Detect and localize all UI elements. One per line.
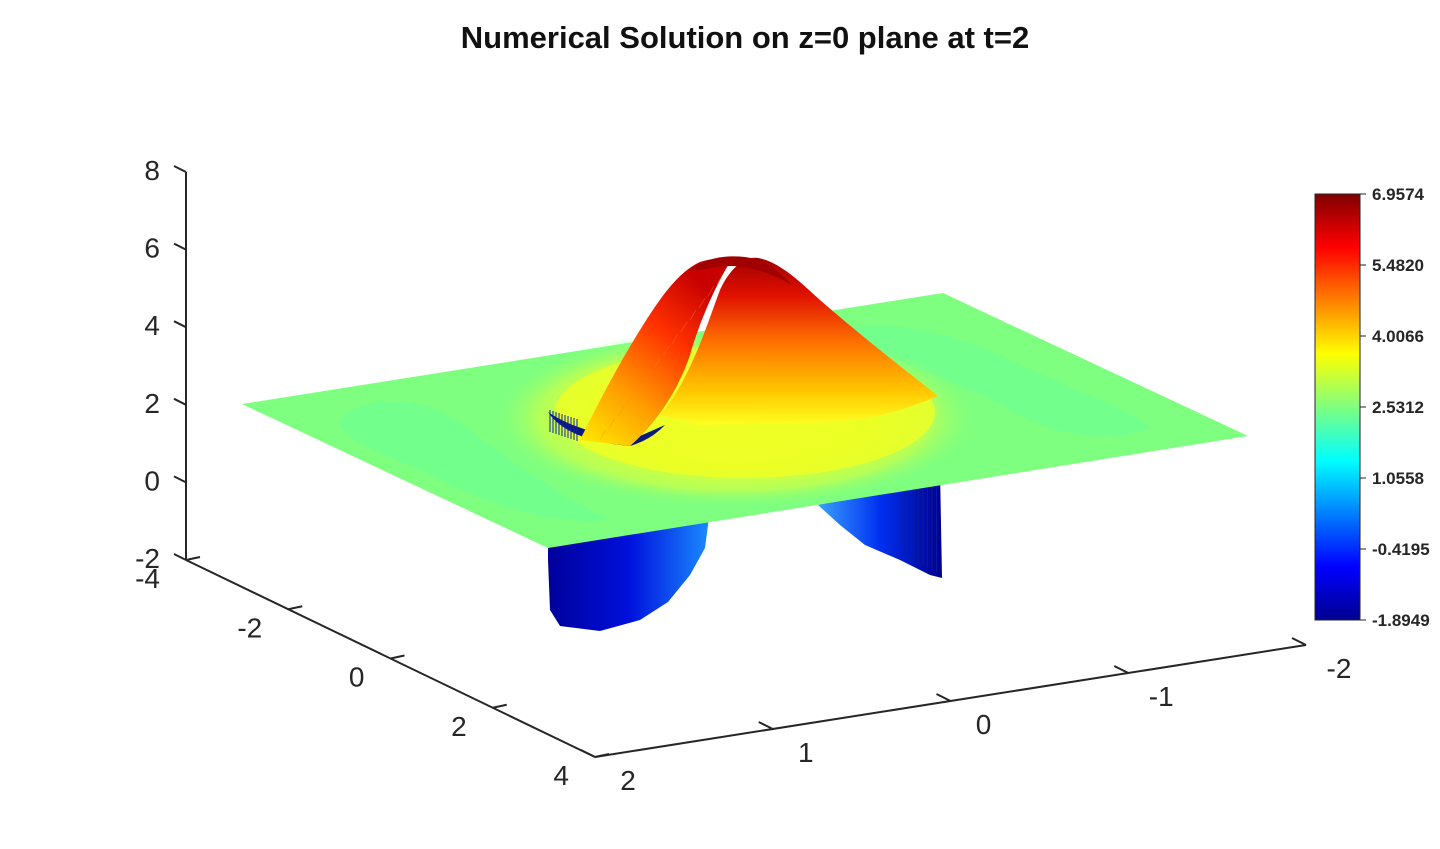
trough-striations — [904, 480, 937, 573]
y-tick-label: -4 — [135, 563, 160, 594]
colorbar-tick-label: 4.0066 — [1372, 327, 1424, 346]
z-tick-group: -2 0 2 4 6 8 — [135, 155, 187, 574]
left-striations — [549, 410, 578, 441]
hump-left-face — [580, 259, 730, 446]
y-tick-group: -4 -2 0 2 4 — [135, 556, 610, 791]
x-tick-label: 2 — [620, 765, 636, 796]
z-tick-mark — [173, 475, 187, 484]
colorbar: 6.9574 5.4820 4.0066 2.5312 1.0558 -0.4195 -1.… — [1314, 185, 1430, 630]
surface-facet — [707, 285, 715, 297]
colorbar-tick-label: -0.4195 — [1372, 540, 1430, 559]
side-lobe-right — [845, 325, 1150, 437]
x-tick-mark — [936, 693, 951, 702]
surface-facet — [599, 429, 607, 441]
y-tick-mark — [288, 605, 303, 611]
y-tick-mark — [185, 556, 201, 561]
x-tick-label: 1 — [798, 737, 814, 768]
y-tick-label: 2 — [451, 711, 467, 742]
z-tick-mark — [173, 397, 187, 406]
y-tick-label: -2 — [237, 612, 262, 643]
colorbar-tick-group: 6.9574 5.4820 4.0066 2.5312 1.0558 -0.4195 -1.… — [1360, 185, 1430, 630]
z-tick-label: -2 — [135, 543, 160, 574]
hump-right-face — [660, 257, 938, 425]
colorbar-rect — [1314, 193, 1361, 621]
hump-striations — [599, 273, 724, 441]
z-tick-label: 4 — [144, 310, 160, 341]
x-tick-group: -2 -1 0 1 2 — [580, 637, 1352, 796]
y-tick-mark — [594, 753, 610, 758]
y-tick-label: 0 — [349, 662, 365, 693]
surface-facet — [716, 273, 724, 285]
z-tick-label: 2 — [144, 388, 160, 419]
side-lobe-left — [340, 401, 610, 521]
chart-title: Numerical Solution on z=0 plane at t=2 — [461, 20, 1029, 55]
surface-facet — [644, 369, 652, 381]
z-tick-mark — [173, 320, 187, 329]
x-tick-mark — [758, 721, 774, 730]
x-tick-label: -2 — [1327, 653, 1352, 684]
x-tick-mark — [1291, 637, 1307, 646]
colorbar-tick-label: 5.4820 — [1372, 256, 1424, 275]
z-tick-label: 8 — [144, 155, 160, 186]
colorbar-tick-label: 2.5312 — [1372, 398, 1424, 417]
surface-facet — [680, 321, 688, 333]
x-tick-mark — [580, 749, 596, 758]
z-tick-mark — [173, 165, 187, 173]
surface-facet — [617, 405, 625, 417]
surface-facet — [653, 357, 661, 369]
y-tick-label: 4 — [553, 760, 569, 791]
surface-facet — [635, 381, 643, 393]
z-tick-mark — [173, 242, 187, 251]
colorbar-tick-label: 6.9574 — [1372, 185, 1425, 204]
colorbar-tick-label: -1.8949 — [1372, 611, 1430, 630]
surface-facet — [608, 417, 616, 429]
z-tick-mark — [173, 553, 187, 561]
x-tick-label: -1 — [1149, 681, 1174, 712]
surface-facet — [671, 333, 679, 345]
colorbar-tick-label: 1.0558 — [1372, 469, 1424, 488]
x-tick-label: 0 — [976, 709, 992, 740]
z-tick-label: 0 — [144, 465, 160, 496]
x-tick-mark — [1113, 665, 1129, 674]
y-tick-mark — [390, 654, 405, 660]
surface-plot — [242, 256, 1248, 631]
surface-facet — [662, 345, 670, 357]
y-tick-mark — [492, 703, 507, 709]
surface-facet — [689, 309, 697, 321]
surface-facet — [698, 297, 706, 309]
z-tick-label: 6 — [144, 233, 160, 264]
surface-facet — [626, 393, 634, 405]
hump-ridge — [690, 256, 792, 285]
